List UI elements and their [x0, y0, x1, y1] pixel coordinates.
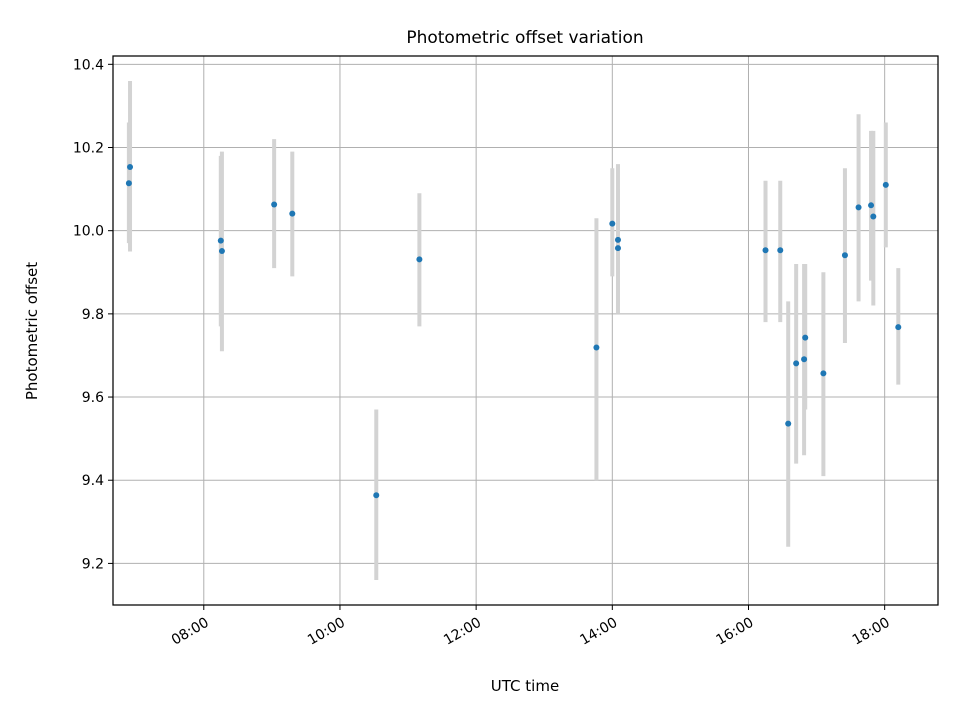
data-point — [218, 248, 225, 255]
y-tick-label: 9.8 — [82, 307, 104, 323]
data-point — [609, 220, 616, 227]
data-point — [614, 236, 621, 243]
y-tick-label: 9.2 — [82, 556, 104, 572]
x-axis-label: UTC time — [491, 677, 559, 695]
data-points — [125, 164, 902, 499]
data-point — [802, 334, 809, 341]
data-point — [373, 492, 380, 499]
y-axis-ticks: 9.2 9.4 9.6 9.8 10.0 10.2 10.4 — [73, 57, 113, 572]
data-point — [793, 360, 800, 367]
data-point — [777, 247, 784, 254]
data-point — [785, 420, 792, 427]
y-tick-label: 9.6 — [82, 390, 104, 406]
data-point — [868, 202, 875, 209]
y-tick-label: 10.4 — [73, 57, 104, 73]
data-point — [217, 237, 224, 244]
data-point — [762, 247, 769, 254]
data-point — [870, 213, 877, 220]
data-point — [127, 164, 134, 171]
data-point — [416, 256, 423, 263]
data-point — [125, 180, 132, 187]
chart-title: Photometric offset variation — [406, 28, 643, 48]
data-point — [855, 204, 862, 211]
y-tick-label: 10.0 — [73, 224, 104, 240]
data-point — [289, 210, 296, 217]
data-point — [882, 181, 889, 188]
plot-frame — [112, 55, 939, 606]
data-point — [271, 201, 278, 208]
data-point — [593, 344, 600, 351]
data-point — [895, 324, 902, 331]
y-axis-label: Photometric offset — [23, 262, 41, 400]
y-tick-label: 9.4 — [82, 473, 104, 489]
data-point — [801, 356, 808, 363]
data-point — [614, 245, 621, 252]
y-tick-label: 10.2 — [73, 141, 104, 157]
data-point — [820, 370, 827, 377]
data-point — [841, 252, 848, 259]
